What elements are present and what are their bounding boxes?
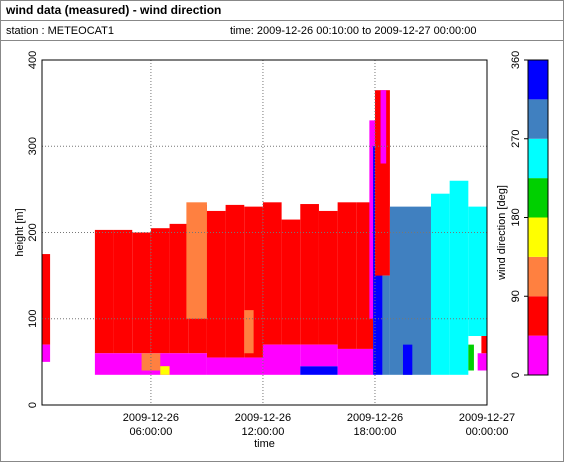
- y-tick-label: 0: [27, 402, 39, 408]
- cell: [337, 348, 374, 375]
- cell: [402, 344, 413, 375]
- cell: [382, 275, 390, 375]
- cell: [206, 210, 226, 358]
- cell: [481, 336, 487, 354]
- y-tick-label: 200: [27, 223, 39, 241]
- cell: [42, 254, 51, 345]
- cell: [300, 344, 338, 367]
- colorbar-bin: [528, 138, 548, 179]
- colorbar-tick-label: 0: [510, 372, 522, 378]
- cell: [281, 219, 301, 345]
- plot-border: [41, 59, 488, 406]
- cell: [318, 210, 338, 345]
- cell: [468, 206, 487, 336]
- cell: [244, 310, 254, 354]
- colorbar-bin: [528, 99, 548, 139]
- y-axis-label: height [m]: [14, 208, 26, 256]
- cell: [468, 344, 474, 371]
- cell: [141, 353, 161, 371]
- time-range: time: 2009-12-26 00:10:00 to 2009-12-27 …: [230, 25, 476, 37]
- cell: [150, 228, 170, 354]
- colorbar-tick-label: 90: [510, 290, 522, 302]
- colorbar-bin: [528, 60, 548, 100]
- colorbar-tick-label: 180: [510, 208, 522, 226]
- cell: [337, 202, 357, 349]
- y-tick-label: 300: [27, 137, 39, 155]
- y-tick-label: 100: [27, 310, 39, 328]
- cell: [477, 353, 487, 371]
- cell: [356, 202, 374, 349]
- colorbar-bin: [528, 335, 548, 375]
- cell: [430, 193, 450, 375]
- cell: [42, 344, 51, 362]
- colorbar-tick-label: 270: [510, 130, 522, 148]
- x-tick-label: 2009-12-26 12:00:00: [235, 412, 291, 438]
- cell: [132, 232, 151, 354]
- cell: [262, 344, 301, 375]
- x-tick-label: 2009-12-26 18:00:00: [347, 412, 403, 438]
- station: station : METEOCAT1: [6, 25, 114, 37]
- title: wind data (measured) - wind direction: [5, 3, 221, 17]
- colorbar-bin: [528, 217, 548, 257]
- cell: [449, 180, 469, 375]
- x-tick-label: 2009-12-26 06:00:00: [123, 412, 179, 438]
- colorbar-label: wind direction [deg]: [496, 185, 508, 281]
- cell: [206, 357, 263, 375]
- x-axis-label: time: [254, 438, 275, 450]
- cell: [169, 223, 189, 354]
- colorbar-tick-label: 360: [510, 51, 522, 69]
- cell: [300, 204, 319, 345]
- x-tick-label: 2009-12-27 00:00:00: [459, 412, 515, 438]
- cell: [160, 366, 170, 375]
- colorbar-bin: [528, 296, 548, 336]
- cell: [300, 366, 338, 375]
- cell: [113, 229, 133, 354]
- y-tick-label: 400: [27, 51, 39, 69]
- cell: [369, 120, 375, 319]
- cell: [380, 90, 387, 164]
- colorbar-bin: [528, 178, 548, 218]
- cell: [225, 204, 245, 358]
- cell: [186, 202, 207, 319]
- cell: [262, 202, 282, 345]
- cell: [94, 229, 114, 354]
- colorbar-bin: [528, 256, 548, 297]
